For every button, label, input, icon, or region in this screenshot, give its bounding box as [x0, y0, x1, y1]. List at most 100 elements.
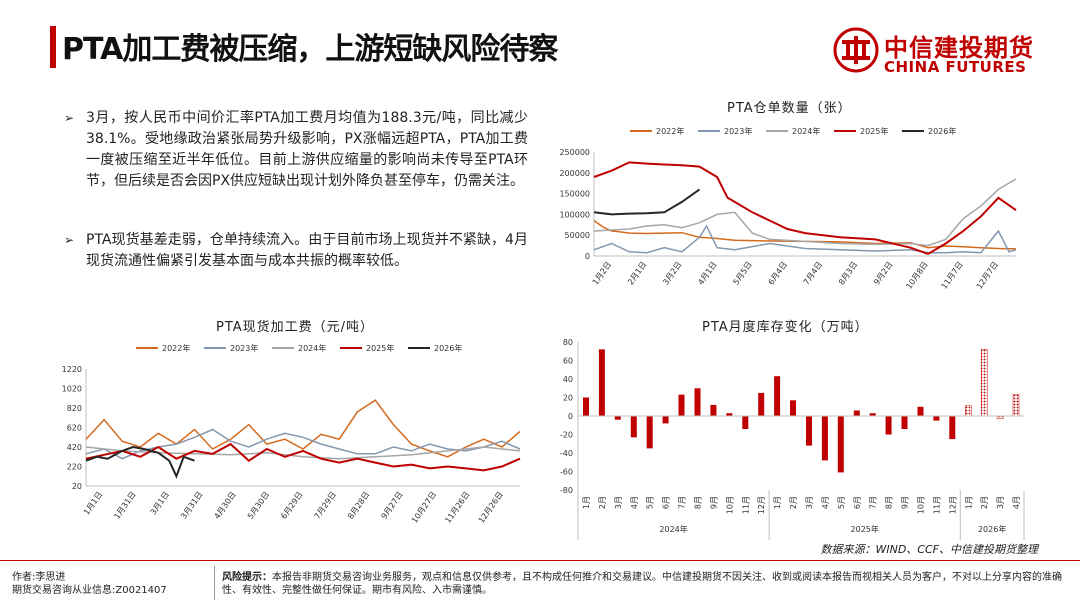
legend-label: 2024年 — [298, 343, 326, 353]
x-tick-label: 10月 — [916, 496, 925, 514]
x-tick-label: 9月 — [901, 496, 910, 509]
bar — [837, 416, 844, 473]
bar — [742, 416, 749, 429]
x-tick-label: 4月 — [630, 496, 639, 509]
x-tick-label: 8月28日 — [346, 490, 371, 521]
bar — [678, 394, 685, 416]
processing-fee-chart-title: PTA现货加工费（元/吨） — [216, 320, 375, 335]
x-tick-label: 10月27日 — [410, 490, 438, 525]
bar — [583, 397, 589, 416]
x-tick-label: 8月 — [693, 496, 702, 509]
warehouse-receipt-chart: 0 50000 100000 150000 200000 250000 1月2日 2月1日 3月… — [559, 126, 1017, 291]
bar — [646, 416, 653, 449]
bar — [885, 416, 892, 435]
citic-emblem-icon — [833, 27, 879, 73]
bar — [806, 416, 812, 446]
x-tick-label: 1月 — [582, 496, 591, 509]
y-tick-label: 50000 — [565, 231, 590, 240]
y-tick-label: 1020 — [62, 385, 82, 394]
bar — [726, 413, 733, 416]
author-name: 作者:李思进 — [12, 572, 66, 583]
x-tick-label: 8月3日 — [837, 260, 859, 287]
series-line-2026年 — [85, 445, 195, 479]
x-tick-label: 4月1日 — [696, 260, 718, 287]
legend-label: 2026年 — [434, 343, 462, 353]
legend-label: 2022年 — [162, 343, 190, 353]
bar — [901, 416, 908, 429]
y-tick-label: 20 — [72, 482, 82, 491]
x-tick-label: 5月5日 — [731, 260, 753, 287]
series-line-2023年 — [85, 428, 521, 460]
legend-label: 2026年 — [928, 126, 956, 136]
x-tick-label: 5月 — [646, 496, 655, 509]
series-line-2025年 — [85, 442, 521, 472]
x-tick-label: 3月31日 — [179, 490, 204, 521]
legend-label: 2023年 — [724, 126, 752, 136]
x-tick-label: 2月 — [598, 496, 607, 509]
y-tick-label: -60 — [560, 468, 573, 477]
bullet-text-1: 3月，按人民币中间价汇率PTA加工费月均值为188.3元/吨，同比减少38.1%… — [86, 110, 528, 189]
x-tick-label: 3月 — [805, 496, 814, 509]
footer-divider — [0, 560, 1080, 561]
bullet-point-2: ➢ PTA现货基差走弱，仓单持续流入。由于目前市场上现货并不紧缺，4月现货流通性… — [64, 230, 528, 272]
bar — [758, 392, 765, 416]
bar — [949, 416, 956, 440]
x-tick-label: 6月 — [853, 496, 862, 509]
y-tick-label: 0 — [585, 252, 590, 261]
inventory-change-chart: -80 -60 -40 -20 0 20 40 60 80 1月 2月 3月 4月 5月 6月 7月 8月 9月 1… — [560, 338, 1025, 540]
y-tick-label: 150000 — [559, 190, 590, 199]
x-tick-label: 4月 — [1012, 496, 1021, 509]
x-tick-label: 6月29日 — [279, 490, 304, 521]
x-tick-label: 3月 — [614, 496, 623, 509]
logo-chinese-name: 中信建投期货 — [884, 34, 1034, 62]
y-tick-label: 0 — [568, 412, 573, 421]
x-tick-label: 5月30日 — [246, 490, 271, 521]
x-tick-label: 4月 — [821, 496, 830, 509]
warehouse-receipt-chart-title: PTA仓单数量（张） — [727, 101, 852, 116]
x-tick-label: 11月26日 — [443, 490, 471, 525]
y-tick-label: 60 — [563, 357, 573, 366]
x-tick-label: 10月 — [725, 496, 734, 514]
y-tick-label: 1220 — [62, 365, 82, 374]
bar — [774, 376, 781, 416]
series-line-2023年 — [593, 224, 1017, 254]
x-tick-label: 7月29日 — [313, 490, 338, 521]
x-tick-label: 1月 — [773, 496, 782, 509]
x-tick-label: 11月 — [932, 496, 941, 514]
x-tick-label: 7月 — [869, 496, 878, 509]
risk-label: 风险提示： — [222, 572, 272, 583]
x-tick-label: 10月8日 — [904, 260, 929, 291]
y-tick-label: 100000 — [559, 210, 590, 219]
y-tick-label: 420 — [67, 443, 82, 452]
y-tick-label: -20 — [560, 431, 573, 440]
x-tick-label: 12月 — [757, 496, 766, 514]
author-license: 期货交易咨询从业信息:Z0021407 — [12, 585, 167, 596]
risk-disclaimer: 风险提示：本报告非期货交易咨询业务服务，观点和信息仅供参考，且不构成任何推介和交… — [222, 571, 1062, 597]
x-tick-label: 5月 — [837, 496, 846, 509]
bar — [614, 416, 621, 420]
bar — [933, 416, 940, 421]
series-line-2025年 — [593, 161, 1017, 255]
legend-label: 2022年 — [656, 126, 684, 136]
y-tick-label: 40 — [563, 375, 573, 384]
group-label: 2026年 — [978, 524, 1006, 534]
x-tick-label: 6月4日 — [767, 260, 789, 287]
y-tick-label: 80 — [563, 338, 573, 347]
risk-text: 本报告非期货交易咨询业务服务，观点和信息仅供参考，且不构成任何推介和交易建议。中… — [222, 572, 1062, 596]
x-tick-label: 2月 — [789, 496, 798, 509]
x-tick-label: 1月2日 — [591, 260, 613, 287]
bar — [598, 349, 605, 416]
x-tick-label: 6月 — [662, 496, 671, 509]
bar — [662, 416, 669, 424]
bar — [790, 400, 796, 416]
x-tick-label: 12月 — [948, 496, 957, 514]
bar — [917, 406, 924, 417]
x-tick-label: 3月2日 — [661, 260, 683, 287]
bar-estimated — [1012, 394, 1020, 417]
x-tick-label: 1月31日 — [112, 490, 137, 521]
x-tick-label: 11月 — [741, 496, 750, 514]
x-tick-label: 12月26日 — [477, 490, 505, 525]
y-tick-label: 20 — [563, 394, 573, 403]
y-tick-label: -40 — [560, 449, 573, 458]
data-source-note: 数据来源：WIND、CCF、中信建投期货整理 — [820, 543, 1038, 556]
